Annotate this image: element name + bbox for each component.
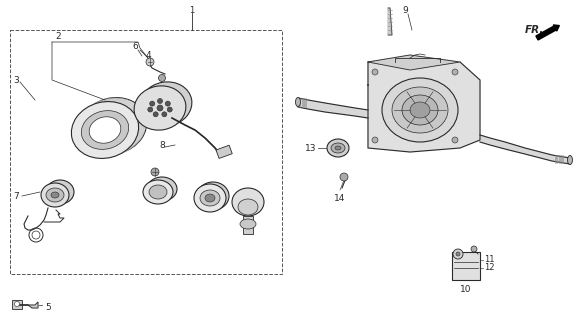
Text: FR.: FR.: [525, 25, 544, 35]
Text: 11: 11: [484, 255, 495, 265]
Text: 1: 1: [190, 5, 195, 14]
Bar: [452, 252, 480, 280]
FancyArrow shape: [536, 25, 560, 40]
Polygon shape: [298, 98, 368, 118]
Circle shape: [452, 137, 458, 143]
Ellipse shape: [238, 199, 258, 215]
Polygon shape: [18, 302, 38, 308]
Bar: [243, 216, 253, 234]
Ellipse shape: [197, 182, 229, 210]
Ellipse shape: [568, 156, 572, 164]
Bar: [10, 30, 282, 274]
Circle shape: [452, 69, 458, 75]
Text: 3: 3: [13, 76, 19, 84]
Ellipse shape: [140, 82, 192, 126]
Circle shape: [167, 107, 172, 112]
Circle shape: [14, 301, 20, 307]
Polygon shape: [368, 58, 480, 152]
Text: 6: 6: [132, 42, 138, 51]
Circle shape: [372, 137, 378, 143]
Ellipse shape: [331, 143, 345, 153]
Polygon shape: [480, 135, 570, 164]
Text: 4: 4: [145, 51, 151, 60]
Circle shape: [340, 173, 348, 181]
Polygon shape: [388, 8, 392, 35]
Ellipse shape: [194, 184, 226, 212]
Ellipse shape: [402, 95, 438, 125]
Ellipse shape: [79, 98, 147, 155]
Text: 2: 2: [55, 31, 61, 41]
Polygon shape: [368, 55, 460, 70]
Ellipse shape: [46, 180, 74, 204]
Bar: [12, 300, 22, 309]
Text: 9: 9: [402, 5, 408, 14]
Ellipse shape: [205, 194, 215, 202]
Text: 10: 10: [460, 285, 472, 294]
Text: 12: 12: [484, 263, 495, 273]
Ellipse shape: [335, 146, 341, 150]
Circle shape: [453, 249, 463, 259]
Ellipse shape: [81, 111, 129, 149]
Ellipse shape: [382, 78, 458, 142]
Circle shape: [456, 252, 460, 256]
Ellipse shape: [51, 192, 59, 198]
Text: 7: 7: [13, 191, 19, 201]
Ellipse shape: [240, 219, 256, 229]
Circle shape: [151, 168, 159, 176]
Ellipse shape: [143, 180, 173, 204]
Circle shape: [150, 101, 155, 106]
Ellipse shape: [200, 190, 220, 206]
Text: 13: 13: [305, 143, 316, 153]
Ellipse shape: [134, 86, 186, 130]
Circle shape: [471, 246, 477, 252]
Circle shape: [162, 112, 167, 117]
Ellipse shape: [46, 188, 64, 202]
Bar: [216, 145, 232, 158]
Ellipse shape: [295, 98, 301, 107]
Ellipse shape: [410, 102, 430, 118]
Circle shape: [157, 99, 162, 103]
Ellipse shape: [147, 177, 177, 201]
Ellipse shape: [41, 183, 69, 207]
Ellipse shape: [392, 87, 448, 133]
Circle shape: [153, 112, 158, 117]
Text: 14: 14: [334, 194, 346, 203]
Ellipse shape: [232, 188, 264, 216]
Circle shape: [165, 101, 171, 106]
Ellipse shape: [149, 185, 167, 199]
Circle shape: [157, 105, 163, 111]
Circle shape: [146, 58, 154, 66]
Circle shape: [372, 69, 378, 75]
Text: 8: 8: [159, 140, 165, 149]
Circle shape: [158, 75, 165, 82]
Ellipse shape: [327, 139, 349, 157]
Text: 5: 5: [45, 302, 51, 311]
Circle shape: [148, 107, 153, 112]
Ellipse shape: [89, 117, 121, 143]
Ellipse shape: [71, 101, 139, 158]
